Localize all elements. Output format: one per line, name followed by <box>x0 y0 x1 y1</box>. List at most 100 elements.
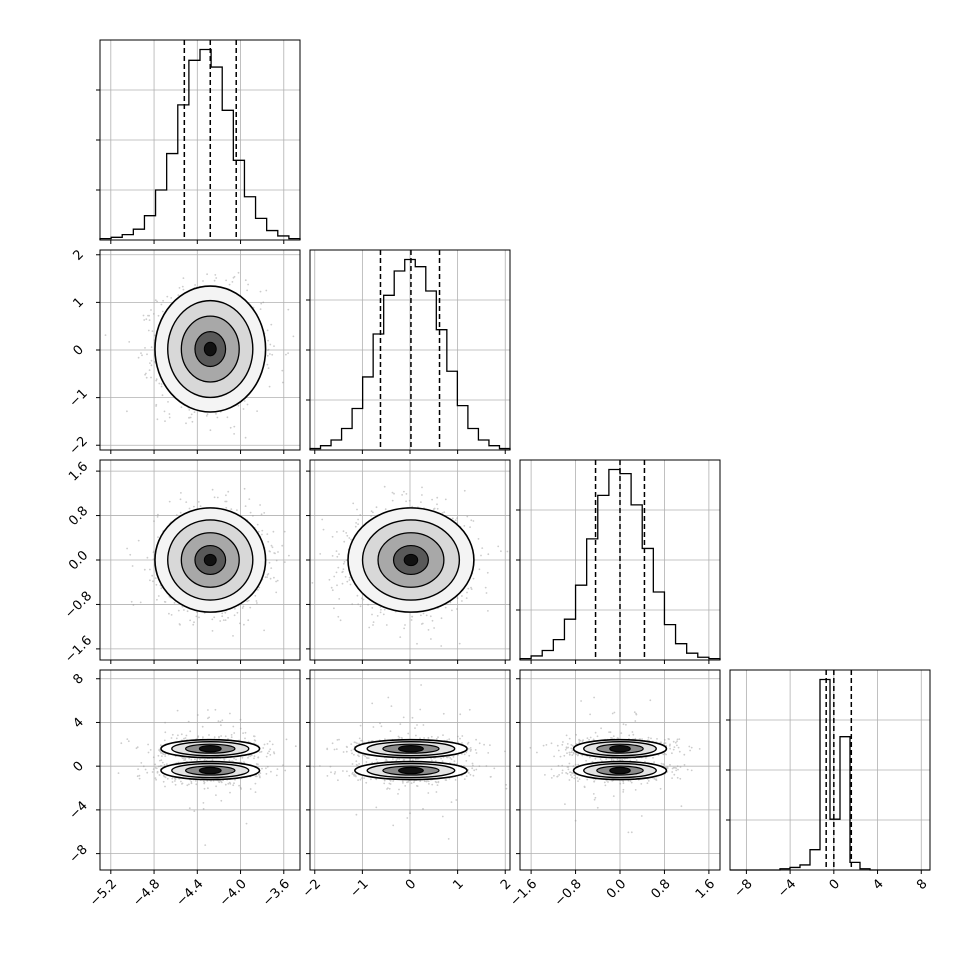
scatter-point <box>161 755 163 757</box>
scatter-point <box>270 323 273 326</box>
scatter-point <box>420 501 422 503</box>
scatter-point <box>269 353 271 355</box>
scatter-point <box>466 515 469 518</box>
scatter-point <box>180 492 182 494</box>
scatter-point <box>427 629 430 631</box>
scatter-point <box>157 595 160 597</box>
scatter-point <box>205 415 208 417</box>
scatter-point <box>137 539 140 542</box>
scatter-point <box>311 582 314 584</box>
scatter-point <box>344 575 347 578</box>
scatter-point <box>336 555 339 558</box>
scatter-point <box>433 627 435 629</box>
scatter-point <box>148 369 151 371</box>
scatter-point <box>193 505 195 508</box>
scatter-point <box>164 755 167 757</box>
scatter-point <box>408 499 411 502</box>
scatter-point <box>197 501 200 503</box>
scatter-point <box>149 362 151 364</box>
scatter-point <box>126 738 129 740</box>
scatter-point <box>458 642 461 645</box>
scatter-point <box>333 575 336 578</box>
scatter-point <box>440 645 443 647</box>
scatter-point <box>477 538 480 540</box>
scatter-point <box>215 413 217 415</box>
scatter-point <box>156 418 159 421</box>
scatter-point <box>456 597 459 599</box>
scatter-point <box>370 515 372 517</box>
scatter-point <box>375 506 378 509</box>
scatter-point <box>160 303 163 306</box>
scatter-point <box>189 416 192 419</box>
scatter-point <box>404 624 406 626</box>
scatter-point <box>225 279 228 282</box>
scatter-point <box>171 777 174 780</box>
scatter-point <box>144 347 146 349</box>
scatter-point <box>249 511 252 514</box>
scatter-point <box>421 494 423 496</box>
scatter-point <box>236 611 239 614</box>
scatter-point <box>148 319 151 321</box>
scatter-point <box>139 601 142 604</box>
scatter-point <box>189 730 192 733</box>
scatter-point <box>259 751 261 753</box>
scatter-point <box>470 519 473 522</box>
scatter-point <box>193 621 195 624</box>
scatter-point <box>275 774 278 777</box>
scatter-point <box>265 755 268 758</box>
scatter-point <box>220 724 222 727</box>
scatter-point <box>168 612 170 615</box>
scatter-point <box>371 613 373 616</box>
scatter-point <box>403 627 405 630</box>
scatter-point <box>126 547 128 550</box>
scatter-point <box>189 619 192 622</box>
scatter-point <box>268 385 271 388</box>
scatter-point <box>157 536 159 538</box>
scatter-point <box>343 561 346 563</box>
scatter-point <box>330 586 333 589</box>
scatter-point <box>357 603 360 606</box>
scatter-point <box>243 623 245 626</box>
scatter-point <box>216 496 219 499</box>
scatter-point <box>146 556 149 559</box>
scatter-point <box>224 611 227 614</box>
scatter-point <box>143 319 146 321</box>
scatter-point <box>248 498 251 500</box>
scatter-point <box>350 538 352 541</box>
scatter-point <box>451 609 453 612</box>
scatter-point <box>487 553 490 556</box>
scatter-point <box>150 364 153 367</box>
scatter-point <box>242 408 245 410</box>
scatter-point <box>143 568 146 571</box>
scatter-point <box>168 416 171 419</box>
scatter-point <box>242 605 245 608</box>
scatter-point <box>322 528 325 531</box>
scatter-point <box>206 273 209 276</box>
scatter-point <box>411 615 413 618</box>
scatter-point <box>481 547 484 549</box>
scatter-point <box>145 318 148 321</box>
scatter-point <box>158 382 161 385</box>
scatter-point <box>160 385 163 388</box>
panel-1-1 <box>306 249 511 454</box>
scatter-point <box>463 525 466 527</box>
scatter-point <box>129 553 132 556</box>
scatter-point <box>188 416 191 419</box>
scatter-point <box>151 330 154 332</box>
scatter-point <box>224 619 227 621</box>
scatter-point <box>266 363 269 366</box>
scatter-point <box>226 416 229 419</box>
scatter-point <box>383 608 386 611</box>
scatter-point <box>180 780 182 783</box>
scatter-point <box>161 310 164 313</box>
scatter-point <box>283 530 286 533</box>
scatter-point <box>267 339 269 342</box>
scatter-point <box>273 576 275 579</box>
scatter-point <box>137 356 140 359</box>
scatter-point <box>157 513 159 516</box>
scatter-point <box>178 623 181 625</box>
scatter-point <box>416 642 418 645</box>
scatter-point <box>208 734 210 736</box>
scatter-point <box>220 799 223 802</box>
